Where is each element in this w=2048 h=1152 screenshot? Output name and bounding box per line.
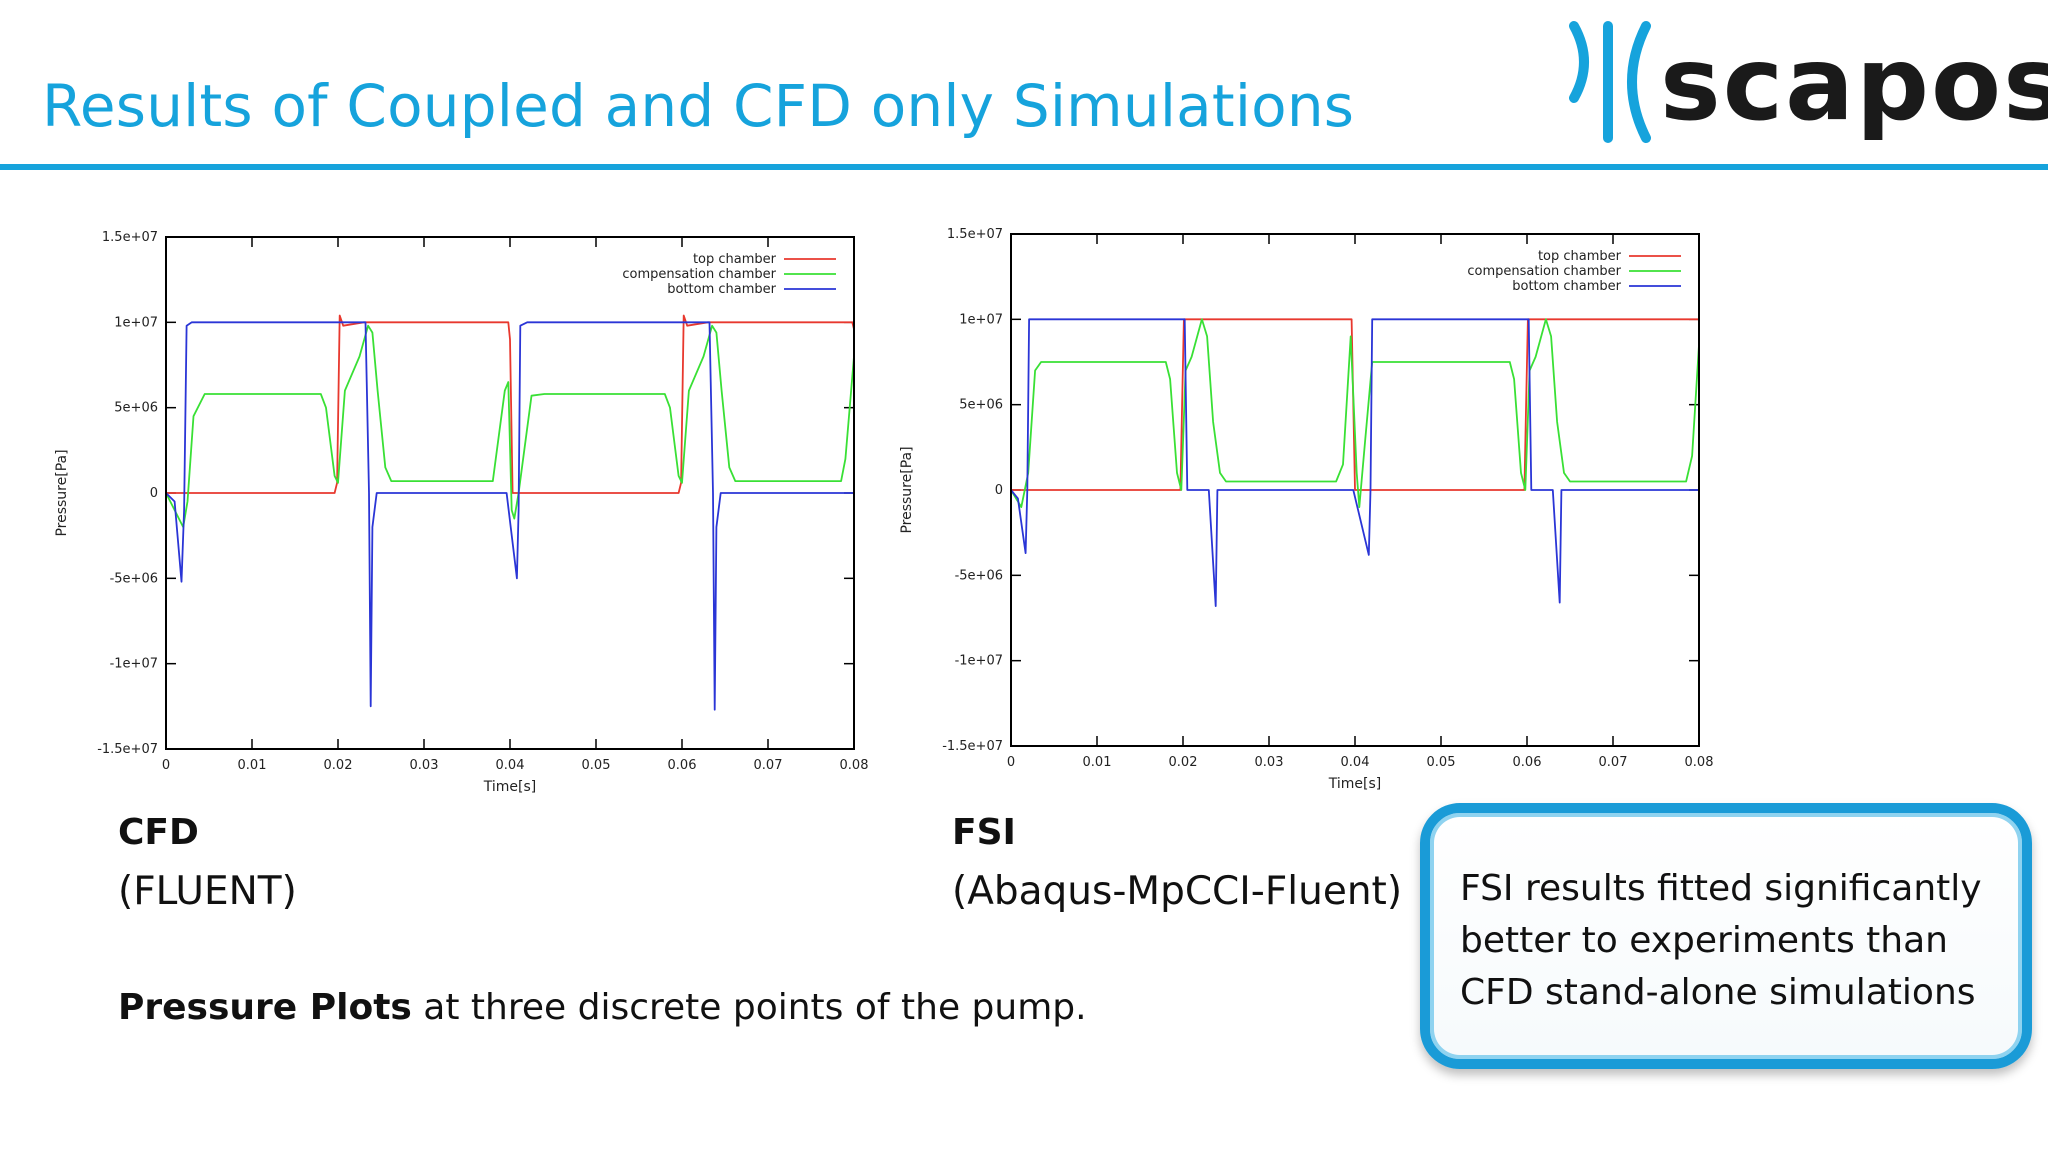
series-line-bottom-chamber: [1010, 318, 1699, 608]
series-line-bottom-chamber: [165, 321, 854, 711]
series-line-compensation-chamber: [165, 324, 855, 529]
y-tick-label: 0: [995, 483, 1003, 498]
scapos-logo: scapos: [1560, 20, 2048, 150]
y-axis-label: Pressure[Pa]: [54, 449, 70, 536]
plot-caption: Pressure Plots at three discrete points …: [118, 987, 1087, 1028]
y-tick-label: 1e+07: [959, 312, 1003, 327]
fsi-tool: (Abaqus-MpCCI-Fluent): [952, 869, 1403, 914]
y-tick-label: -5e+06: [955, 568, 1003, 583]
legend-label: compensation chamber: [1467, 264, 1621, 279]
y-tick-label: -1.5e+07: [97, 742, 158, 757]
fsi-title: FSI: [952, 812, 1016, 853]
x-tick-label: 0.05: [1427, 755, 1456, 770]
legend-label: compensation chamber: [622, 267, 776, 282]
y-tick-label: 1e+07: [114, 315, 158, 330]
logo-bars-icon: [1569, 21, 1651, 143]
x-axis-label: Time[s]: [1328, 776, 1381, 792]
y-tick-label: -1e+07: [955, 654, 1003, 669]
legend-label: bottom chamber: [1512, 279, 1621, 294]
page-title: Results of Coupled and CFD only Simulati…: [42, 72, 1355, 140]
x-tick-label: 0.06: [668, 758, 697, 773]
y-tick-label: 1.5e+07: [947, 227, 1003, 242]
plot-frame: [1010, 233, 1700, 747]
x-tick-label: 0.08: [840, 758, 869, 773]
x-tick-label: 0: [162, 758, 170, 773]
fsi-pressure-chart: 0 0.01 0.02 0.03 0.04 0.05 0.06 0.07 0.08 1.5e+07…: [885, 212, 1725, 796]
cfd-pressure-chart: 0 0.01 0.02 0.03 0.04 0.05 0.06 0.07 0.08 1.5e+07…: [40, 215, 880, 799]
y-tick-label: 1.5e+07: [102, 230, 158, 245]
y-axis-label: Pressure[Pa]: [899, 446, 915, 533]
cfd-tool: (FLUENT): [118, 869, 297, 914]
x-tick-label: 0.02: [324, 758, 353, 773]
title-divider: [0, 164, 2048, 170]
series-line-top-chamber: [1011, 318, 1699, 491]
x-tick-label: 0.04: [1341, 755, 1370, 770]
x-tick-label: 0.07: [754, 758, 783, 773]
cfd-label-block: CFD (FLUENT): [118, 812, 297, 914]
x-tick-label: 0.03: [1255, 755, 1284, 770]
caption-bold: Pressure Plots: [118, 987, 412, 1028]
x-tick-label: 0.04: [496, 758, 525, 773]
y-tick-label: 5e+06: [114, 401, 158, 416]
legend-label: bottom chamber: [667, 282, 776, 297]
plot-frame: [165, 236, 855, 750]
y-tick-label: -1.5e+07: [942, 739, 1003, 754]
x-tick-label: 0.01: [1083, 755, 1112, 770]
x-tick-label: 0.02: [1169, 755, 1198, 770]
x-tick-label: 0.01: [238, 758, 267, 773]
caption-rest: at three discrete points of the pump.: [411, 987, 1087, 1028]
legend-label: top chamber: [1538, 249, 1622, 264]
y-tick-label: 0: [150, 486, 158, 501]
logo-wordmark: scapos: [1660, 25, 2048, 144]
cfd-title: CFD: [118, 812, 199, 853]
x-tick-label: 0.07: [1599, 755, 1628, 770]
conclusion-callout: FSI results fitted significantly better …: [1420, 803, 2032, 1069]
callout-text: FSI results fitted significantly better …: [1460, 868, 1982, 1013]
x-tick-label: 0.06: [1513, 755, 1542, 770]
y-tick-label: -1e+07: [110, 657, 158, 672]
x-tick-label: 0: [1007, 755, 1015, 770]
x-axis-label: Time[s]: [483, 779, 536, 795]
legend-label: top chamber: [693, 252, 777, 267]
x-tick-label: 0.08: [1685, 755, 1714, 770]
x-tick-label: 0.03: [410, 758, 439, 773]
y-tick-label: -5e+06: [110, 571, 158, 586]
series-line-top-chamber: [166, 314, 855, 494]
fsi-label-block: FSI (Abaqus-MpCCI-Fluent): [952, 812, 1402, 914]
x-tick-label: 0.05: [582, 758, 611, 773]
y-tick-label: 5e+06: [959, 398, 1003, 413]
series-line-compensation-chamber: [1010, 318, 1700, 509]
